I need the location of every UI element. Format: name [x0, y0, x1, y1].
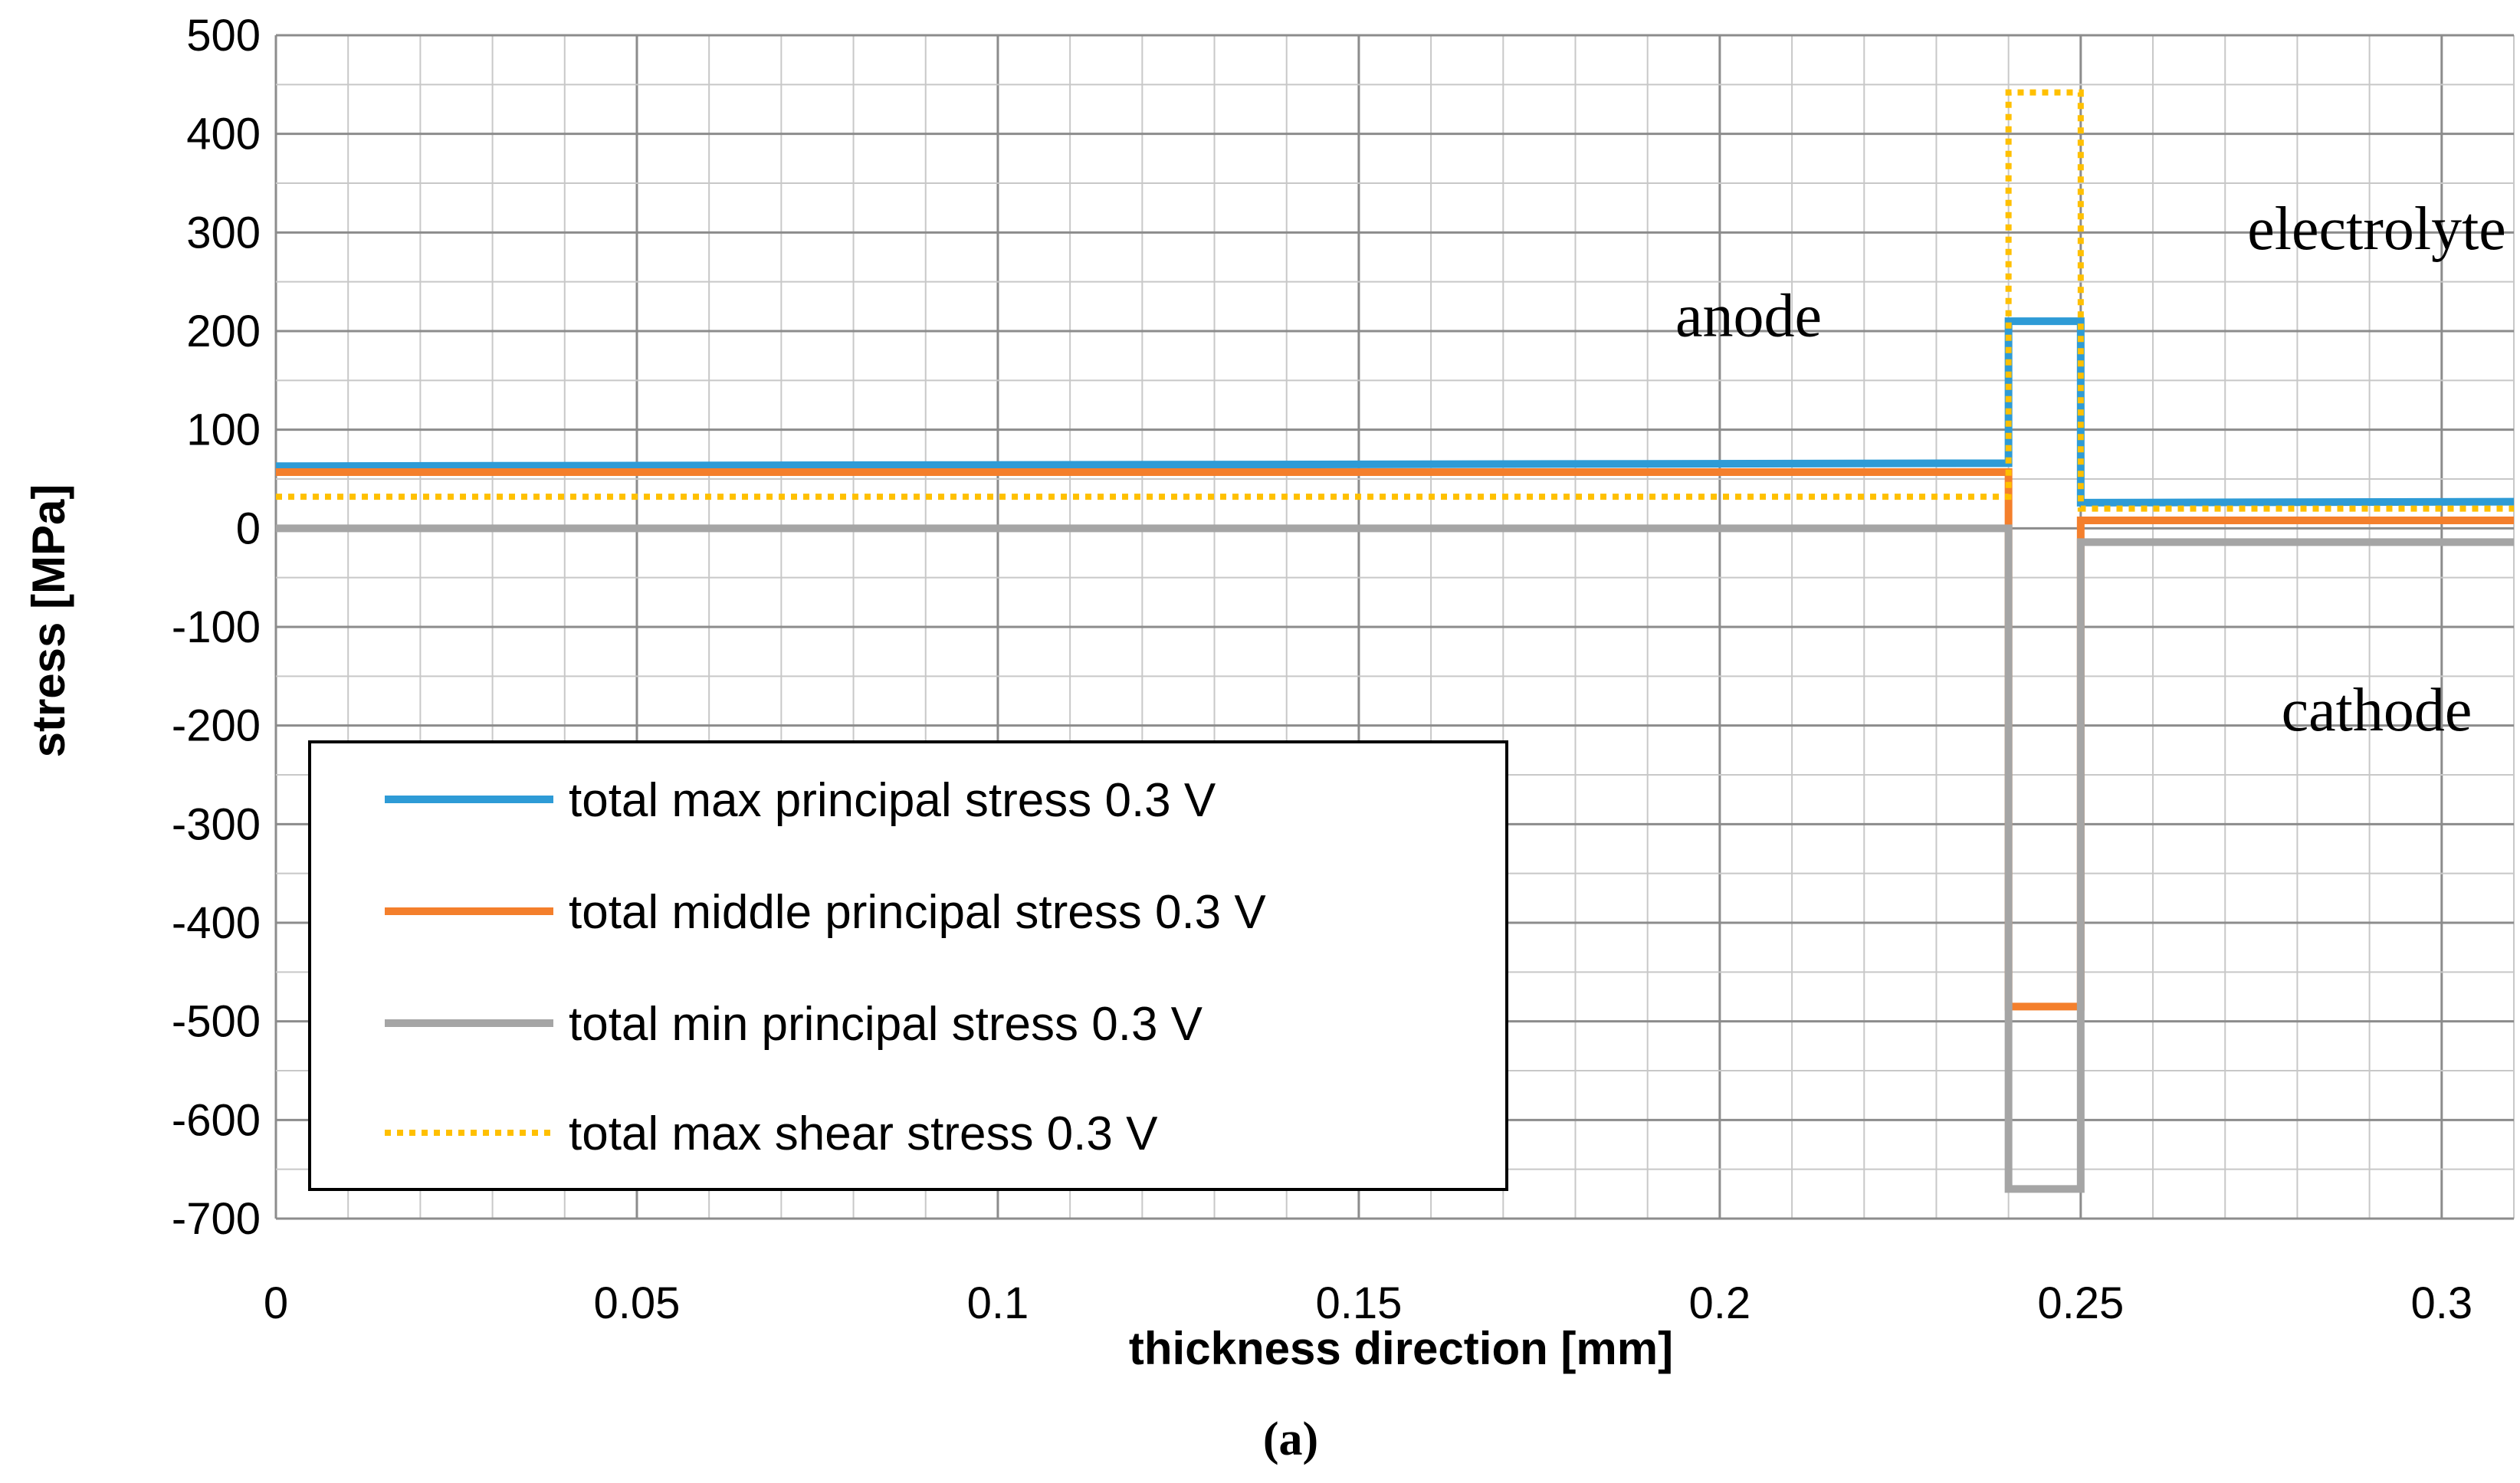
series-line-3	[276, 524, 2514, 1193]
y-tick-label: -500	[172, 997, 261, 1047]
y-axis-title: stress [MPa]	[23, 484, 74, 758]
series-line-1	[275, 317, 2515, 507]
x-tick-label: 0.1	[967, 1278, 1029, 1328]
legend-label-1: total max principal stress 0.3 V	[569, 774, 1216, 827]
figure-caption: (a)	[1263, 1413, 1318, 1465]
y-tick-label: -700	[172, 1194, 261, 1244]
annotation-cathode: cathode	[2282, 677, 2472, 744]
x-tick-label: 0	[264, 1278, 288, 1328]
y-tick-label: 500	[186, 11, 261, 61]
y-tick-label: -200	[172, 701, 261, 751]
x-tick-label: 0.15	[1315, 1278, 1402, 1328]
y-tick-label: -300	[172, 799, 261, 849]
legend-label-3: total min principal stress 0.3 V	[569, 998, 1203, 1051]
y-tick-label: 300	[186, 208, 261, 258]
grid-lines	[274, 34, 2515, 1220]
series-line-4	[276, 89, 2514, 512]
series-line-2	[276, 468, 2514, 1011]
y-tick-label: 0	[236, 504, 261, 553]
annotation-anode: anode	[1675, 282, 1822, 349]
x-axis-ticks: 0 0.05 0.1 0.15 0.2 0.25 0.3	[264, 1278, 2472, 1328]
series-lines	[275, 89, 2515, 1193]
y-tick-label: -400	[172, 898, 261, 948]
x-tick-label: 0.25	[2037, 1278, 2124, 1328]
x-tick-label: 0.05	[594, 1278, 681, 1328]
y-tick-label: -100	[172, 602, 261, 652]
x-tick-label: 0.3	[2410, 1278, 2472, 1328]
legend-label-2: total middle principal stress 0.3 V	[569, 886, 1266, 939]
y-tick-label: 200	[186, 307, 261, 356]
legend-label-4: total max shear stress 0.3 V	[569, 1107, 1158, 1160]
y-tick-label: -600	[172, 1095, 261, 1145]
y-tick-label: 100	[186, 405, 261, 455]
annotation-electrolyte: electrolyte	[2247, 195, 2506, 263]
y-axis-ticks: 500 400 300 200 100 0 -100 -200 -300 -400 -500 -600…	[172, 11, 261, 1244]
region-annotations: anode electrolyte cathode	[1675, 195, 2506, 744]
legend-box	[308, 740, 1508, 1191]
y-tick-label: 400	[186, 110, 261, 159]
legend: total max principal stress 0.3 V total mi…	[308, 740, 1508, 1191]
x-tick-label: 0.2	[1689, 1278, 1751, 1328]
x-axis-title: thickness direction [mm]	[1129, 1323, 1673, 1374]
